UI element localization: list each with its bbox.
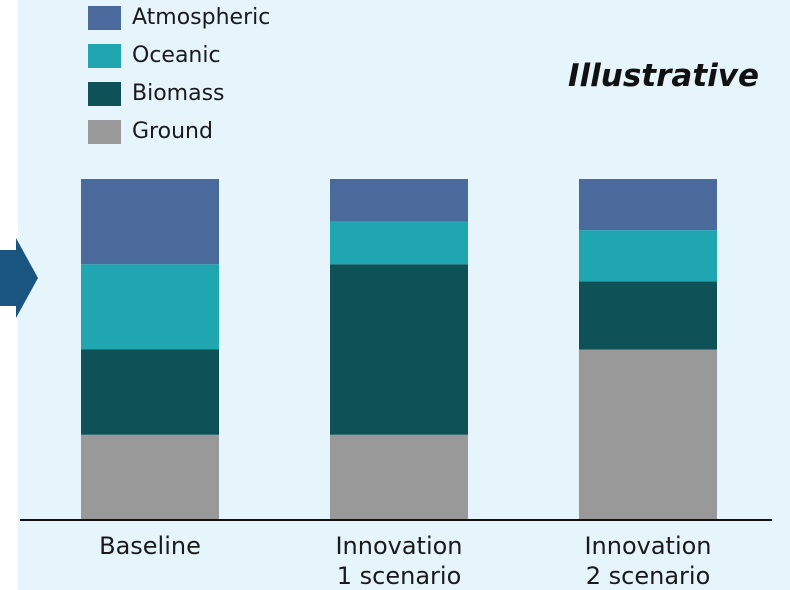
legend-swatch-atmospheric (88, 6, 121, 30)
category-label-line-0-0: Baseline (99, 532, 201, 560)
bar-segment-ground-1 (330, 434, 468, 520)
category-label-line-2-0: Innovation (584, 532, 711, 560)
bar-segment-biomass-0 (81, 349, 219, 435)
bar-segment-ground-2 (579, 349, 717, 520)
category-label-line-2-1: 2 scenario (586, 562, 711, 590)
right-arrow-icon (0, 238, 38, 318)
category-label-0: Baseline (99, 532, 201, 560)
legend-label-oceanic: Oceanic (132, 43, 221, 68)
legend-label-biomass: Biomass (132, 81, 225, 106)
bar-segment-atmospheric-1 (330, 179, 468, 222)
legend-swatch-biomass (88, 82, 121, 106)
bar-segment-oceanic-2 (579, 230, 717, 282)
legend-swatch-ground (88, 120, 121, 144)
illustrative-annotation: Illustrative (568, 58, 760, 94)
bar-segment-biomass-1 (330, 264, 468, 435)
category-label-1: Innovation 1 scenario (335, 532, 462, 590)
legend-swatch-oceanic (88, 44, 121, 68)
bar-segment-oceanic-0 (81, 264, 219, 350)
legend-label-atmospheric: Atmospheric (132, 5, 271, 30)
bar-segment-atmospheric-0 (81, 179, 219, 265)
bar-segment-ground-0 (81, 434, 219, 520)
bar-segment-biomass-2 (579, 281, 717, 350)
legend-label-ground: Ground (132, 119, 213, 144)
category-label-2: Innovation 2 scenario (584, 532, 711, 590)
category-label-line-1-0: Innovation (335, 532, 462, 560)
bar-segment-atmospheric-2 (579, 179, 717, 231)
category-label-line-1-1: 1 scenario (337, 562, 462, 590)
bar-segment-oceanic-1 (330, 221, 468, 265)
